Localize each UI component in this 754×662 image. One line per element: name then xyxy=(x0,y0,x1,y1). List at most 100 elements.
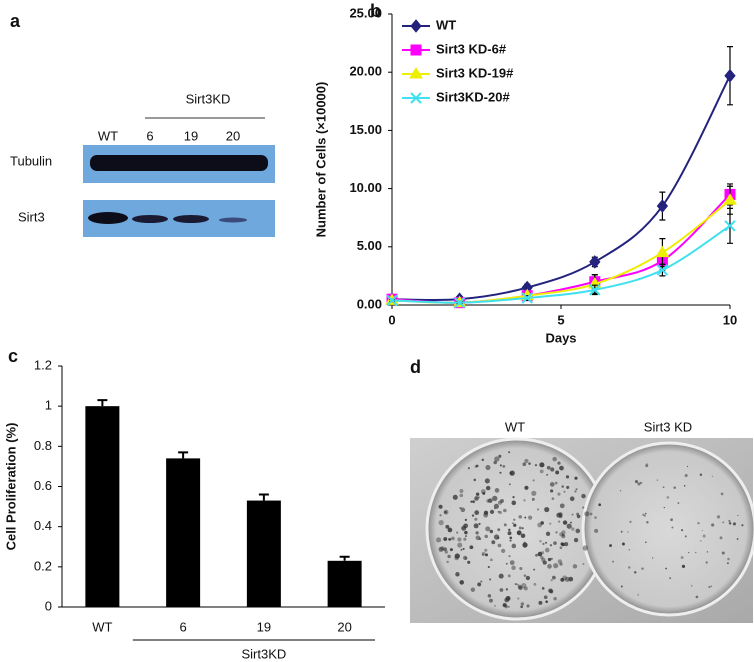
y-tick-label: 20.00 xyxy=(349,64,382,79)
colony xyxy=(681,529,684,532)
colony xyxy=(502,465,506,468)
colony xyxy=(491,540,496,545)
colony xyxy=(566,485,570,489)
colony xyxy=(549,544,553,547)
colony xyxy=(494,488,500,493)
colony xyxy=(722,521,725,524)
colony xyxy=(528,462,531,465)
marker xyxy=(589,255,601,269)
colony xyxy=(485,485,491,491)
colony xyxy=(736,538,739,540)
colony xyxy=(574,490,577,493)
colony xyxy=(485,464,491,471)
colony xyxy=(584,511,590,517)
colony xyxy=(504,597,510,603)
colony xyxy=(489,598,493,603)
colony xyxy=(480,489,486,494)
colony xyxy=(444,550,448,554)
colony xyxy=(485,526,491,532)
colony xyxy=(637,594,639,596)
colony xyxy=(514,583,517,586)
colony xyxy=(464,530,468,535)
colony xyxy=(598,503,602,507)
panel-label: b xyxy=(370,1,381,21)
colony xyxy=(719,536,723,540)
colony xyxy=(550,579,553,582)
colony xyxy=(523,499,526,502)
colony xyxy=(485,553,488,557)
colony xyxy=(695,551,697,554)
colony xyxy=(560,577,565,582)
plate-label: WT xyxy=(505,419,525,434)
colony xyxy=(549,482,555,487)
error-bar xyxy=(178,451,189,459)
error-bar xyxy=(258,493,269,501)
colony xyxy=(480,580,483,583)
colony xyxy=(555,531,558,534)
colony xyxy=(454,555,459,561)
x-tick-label: 20 xyxy=(337,619,351,634)
colony xyxy=(726,562,729,565)
colony xyxy=(550,557,553,560)
colony xyxy=(494,604,496,607)
colony xyxy=(541,587,545,590)
colony xyxy=(671,526,674,529)
colony xyxy=(523,574,527,577)
colony xyxy=(539,462,545,468)
colony xyxy=(573,537,579,543)
colony xyxy=(542,560,547,565)
colony xyxy=(492,495,498,502)
colony xyxy=(528,515,533,520)
colony xyxy=(511,543,517,549)
colony xyxy=(710,585,712,587)
colony xyxy=(457,542,463,548)
error-bar xyxy=(339,555,350,561)
colony xyxy=(571,527,575,531)
group-label: Sirt3KD xyxy=(241,646,286,661)
colony xyxy=(440,546,445,551)
colony xyxy=(555,470,560,475)
colony xyxy=(561,485,564,488)
colony xyxy=(508,554,511,558)
colony xyxy=(684,474,688,478)
colony xyxy=(681,564,686,568)
colony xyxy=(642,513,645,516)
colony xyxy=(651,557,654,559)
x-tick-label: 0 xyxy=(388,312,395,327)
colony xyxy=(489,529,494,534)
colony xyxy=(575,528,581,534)
colony xyxy=(628,566,631,569)
colony xyxy=(571,513,574,516)
colony xyxy=(544,547,550,553)
colony xyxy=(697,521,700,525)
colony xyxy=(637,482,641,486)
legend-label: Sirt3 KD-19# xyxy=(436,65,514,80)
colony xyxy=(690,585,693,587)
colony xyxy=(551,497,555,501)
colony xyxy=(512,496,515,499)
colony xyxy=(581,493,586,499)
colony xyxy=(702,534,706,538)
y-tick-label: 0.6 xyxy=(34,478,52,493)
colony xyxy=(520,605,523,609)
bar xyxy=(85,406,120,607)
colony xyxy=(639,481,643,485)
colony xyxy=(695,595,699,599)
marker xyxy=(410,19,422,33)
colony xyxy=(563,490,566,493)
colony xyxy=(508,451,511,454)
series-line xyxy=(391,75,731,302)
colony xyxy=(705,561,708,564)
colony xyxy=(516,530,522,536)
colony xyxy=(465,535,467,538)
colony xyxy=(503,523,507,527)
colony xyxy=(518,515,522,519)
colony xyxy=(438,519,444,526)
colony xyxy=(721,551,725,555)
colony xyxy=(620,585,623,588)
colony xyxy=(474,465,478,468)
colony xyxy=(545,531,551,536)
colony xyxy=(534,464,538,467)
y-tick-label: 0.2 xyxy=(34,558,52,573)
colony xyxy=(518,585,523,590)
